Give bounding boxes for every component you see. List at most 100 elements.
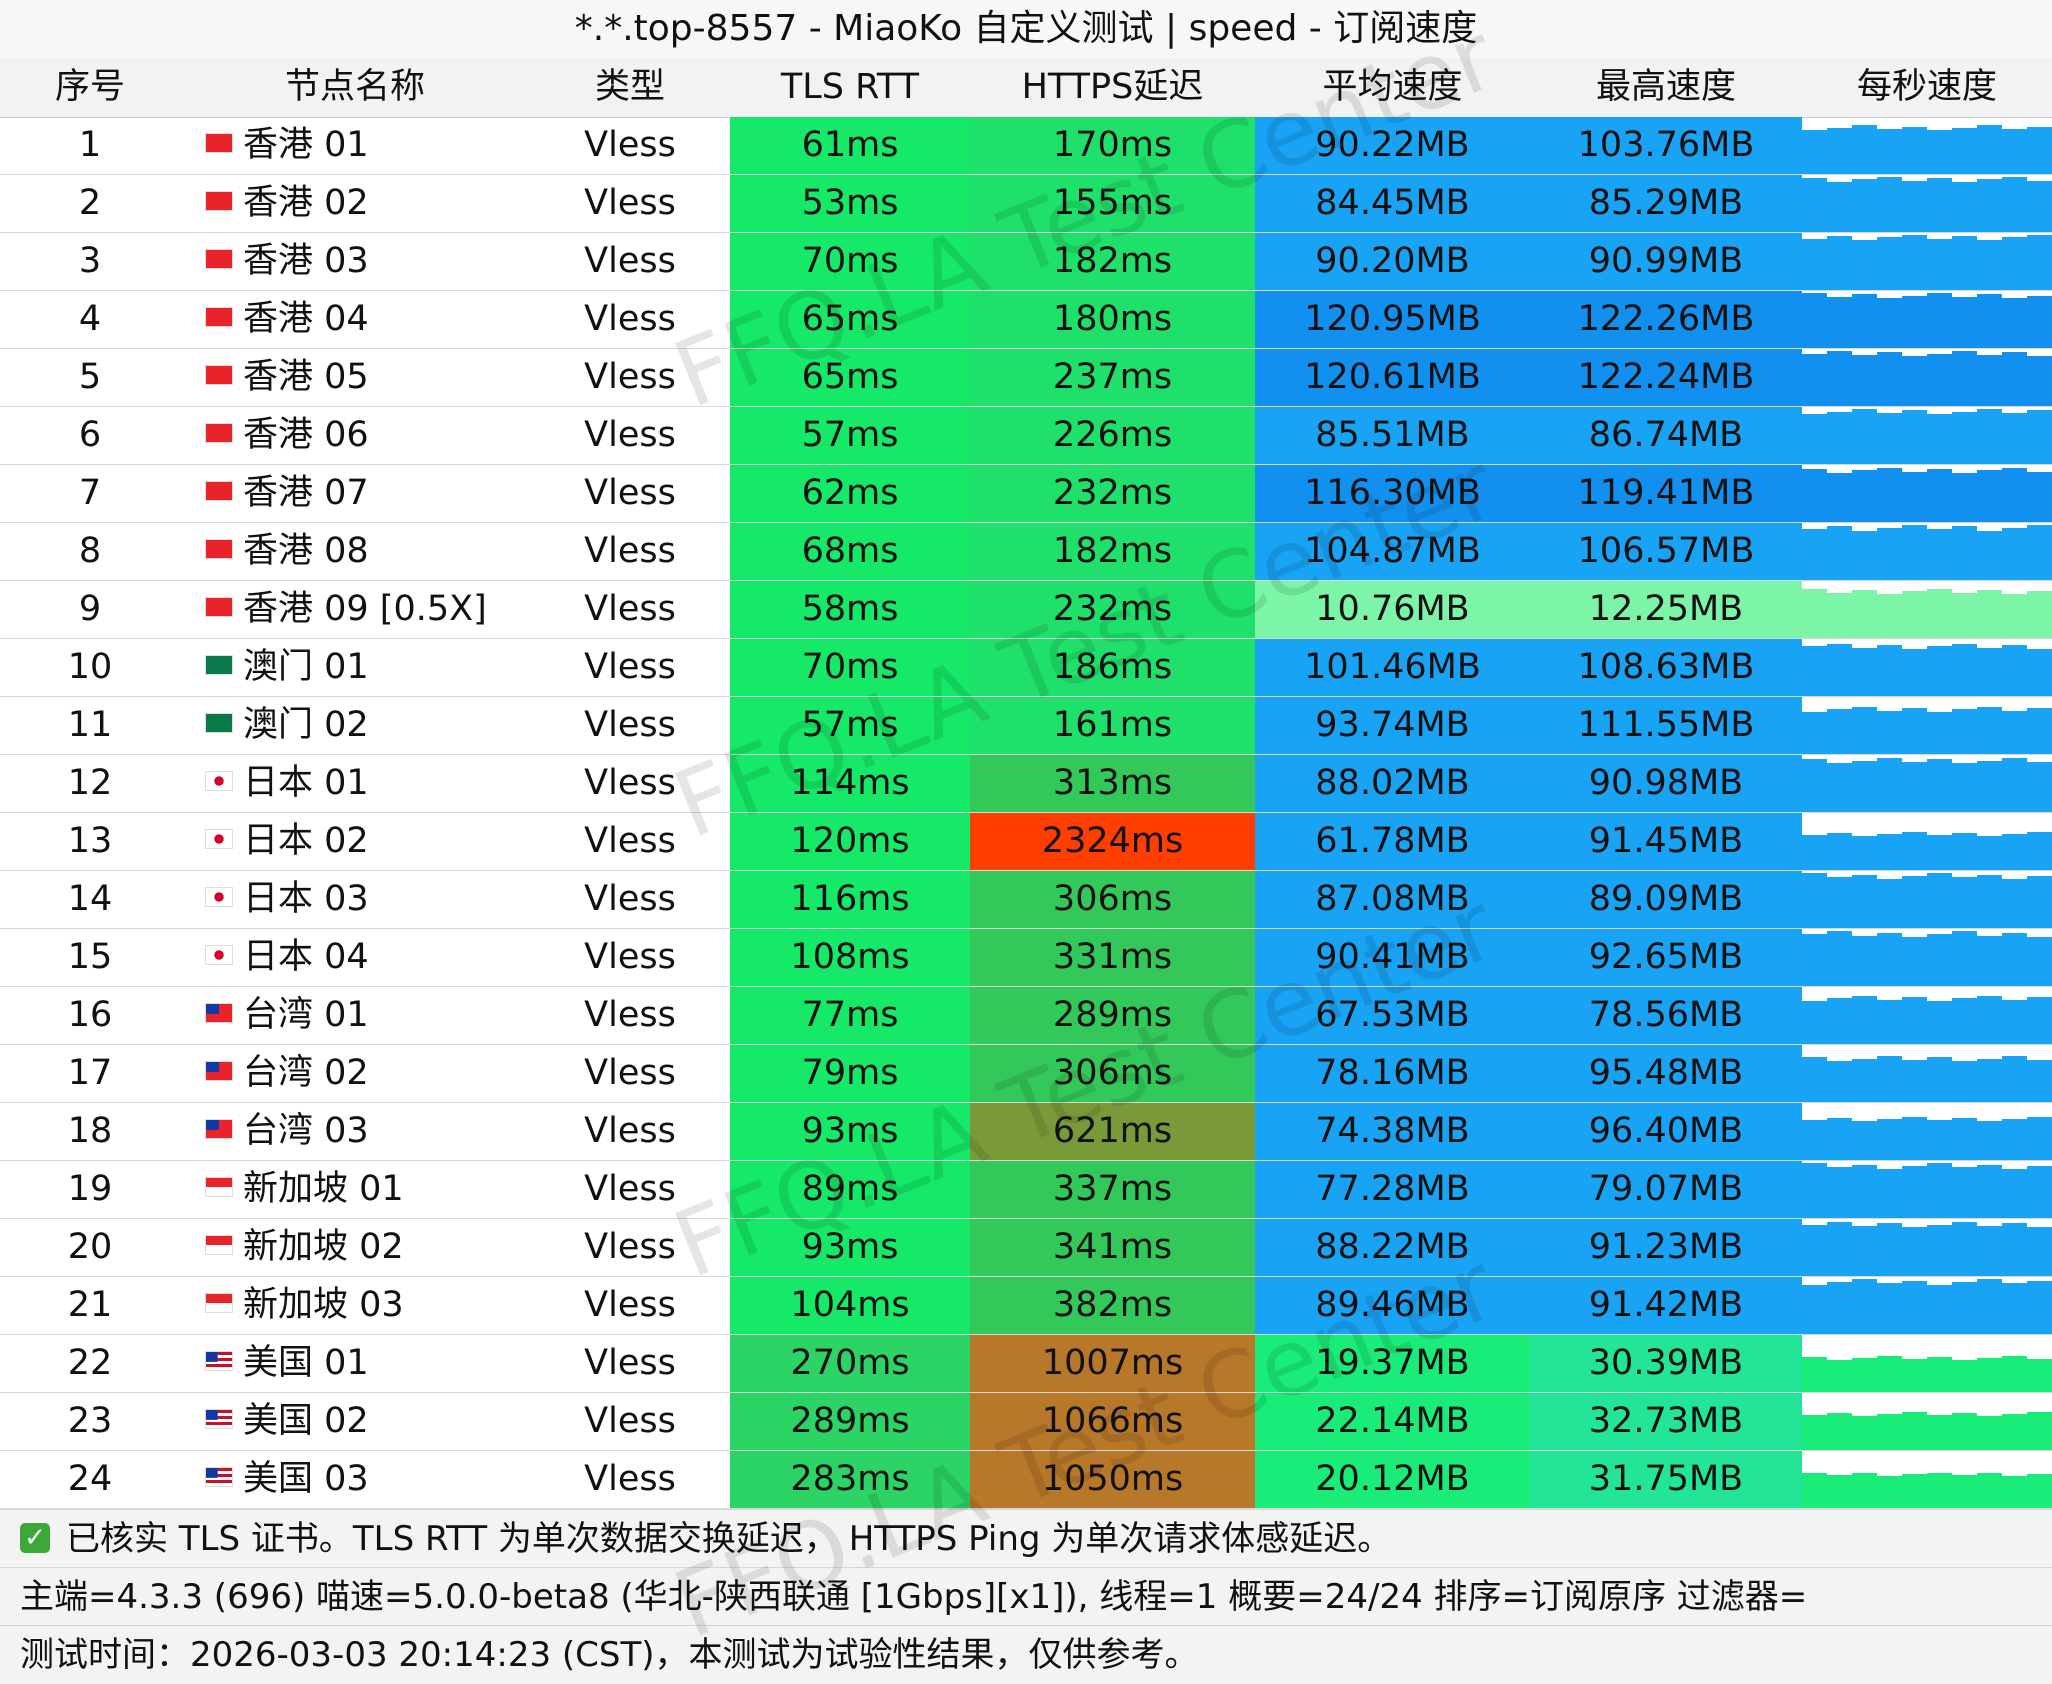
avg-speed: 89.46MB bbox=[1255, 1277, 1530, 1334]
table-row[interactable]: 6 香港 06 Vless 57ms 226ms 85.51MB 86.74MB bbox=[0, 407, 2052, 465]
row-number: 8 bbox=[78, 531, 102, 571]
max-speed: 122.26MB bbox=[1530, 291, 1802, 348]
speed-bar bbox=[1827, 1413, 1852, 1450]
node-type: Vless bbox=[584, 763, 676, 803]
table-row[interactable]: 2 香港 02 Vless 53ms 155ms 84.45MB 85.29MB bbox=[0, 175, 2052, 233]
table-row[interactable]: 23 美国 02 Vless 289ms 1066ms 22.14MB 32.73MB bbox=[0, 1393, 2052, 1451]
https-latency: 232ms bbox=[970, 465, 1255, 522]
speed-bar bbox=[2027, 708, 2052, 754]
row-number: 12 bbox=[67, 763, 113, 803]
table-row[interactable]: 14 日本 03 Vless 116ms 306ms 87.08MB 89.09MB bbox=[0, 871, 2052, 929]
row-number: 23 bbox=[67, 1401, 113, 1441]
table-row[interactable]: 4 香港 04 Vless 65ms 180ms 120.95MB 122.26MB bbox=[0, 291, 2052, 349]
speed-bar bbox=[1952, 1222, 1977, 1276]
speed-bar bbox=[1902, 127, 1927, 174]
speed-bar bbox=[1927, 354, 1952, 406]
speed-bar bbox=[1952, 236, 1977, 290]
avg-speed: 104.87MB bbox=[1255, 523, 1530, 580]
header-per-second[interactable]: 每秒速度 bbox=[1856, 67, 1997, 107]
speed-bar bbox=[1927, 414, 1952, 464]
table-row[interactable]: 21 新加坡 03 Vless 104ms 382ms 89.46MB 91.42MB bbox=[0, 1277, 2052, 1335]
table-row[interactable]: 10 澳门 01 Vless 70ms 186ms 101.46MB 108.63MB bbox=[0, 639, 2052, 697]
speed-bar bbox=[1827, 1061, 1852, 1102]
max-speed: 89.09MB bbox=[1530, 871, 1802, 928]
speed-bar bbox=[1852, 1121, 1877, 1160]
table-row[interactable]: 8 香港 08 Vless 68ms 182ms 104.87MB 106.57MB bbox=[0, 523, 2052, 581]
table-row[interactable]: 19 新加坡 01 Vless 89ms 337ms 77.28MB 79.07MB bbox=[0, 1161, 2052, 1219]
node-name-text: 香港 04 bbox=[243, 299, 369, 339]
speed-bar bbox=[1827, 763, 1852, 812]
header-tls-rtt[interactable]: TLS RTT bbox=[780, 67, 920, 107]
table-row[interactable]: 20 新加坡 02 Vless 93ms 341ms 88.22MB 91.23MB bbox=[0, 1219, 2052, 1277]
speed-bar bbox=[1977, 1226, 2002, 1276]
speed-bar bbox=[1927, 1473, 1952, 1508]
table-row[interactable]: 11 澳门 02 Vless 57ms 161ms 93.74MB 111.55MB bbox=[0, 697, 2052, 755]
speed-bar bbox=[2002, 879, 2027, 928]
row-number: 14 bbox=[67, 879, 113, 919]
table-row[interactable]: 18 台湾 03 Vless 93ms 621ms 74.38MB 96.40MB bbox=[0, 1103, 2052, 1161]
speed-bar bbox=[1852, 1059, 1877, 1102]
table-row[interactable]: 16 台湾 01 Vless 77ms 289ms 67.53MB 78.56MB bbox=[0, 987, 2052, 1045]
per-second-speed-bars bbox=[1802, 813, 2052, 870]
row-number: 18 bbox=[67, 1111, 113, 1151]
avg-speed: 90.20MB bbox=[1255, 233, 1530, 290]
table-row[interactable]: 9 香港 09 [0.5X] Vless 58ms 232ms 10.76MB 12.25M… bbox=[0, 581, 2052, 639]
node-name: 台湾 03 bbox=[180, 1103, 530, 1160]
per-second-speed-bars bbox=[1802, 1393, 2052, 1450]
speed-bar bbox=[1927, 1001, 1952, 1044]
speed-bar bbox=[1802, 239, 1827, 290]
header-name[interactable]: 节点名称 bbox=[284, 67, 425, 107]
avg-speed: 88.22MB bbox=[1255, 1219, 1530, 1276]
speed-bar bbox=[1852, 470, 1877, 522]
table-row[interactable]: 24 美国 03 Vless 283ms 1050ms 20.12MB 31.75MB bbox=[0, 1451, 2052, 1509]
node-name: 台湾 01 bbox=[180, 987, 530, 1044]
table-row[interactable]: 3 香港 03 Vless 70ms 182ms 90.20MB 90.99MB bbox=[0, 233, 2052, 291]
speed-bar bbox=[1927, 1357, 1952, 1392]
speed-bar bbox=[1927, 646, 1952, 696]
speed-bar bbox=[1952, 1061, 1977, 1102]
speed-bar bbox=[1827, 412, 1852, 464]
node-name: 美国 03 bbox=[180, 1451, 530, 1508]
speed-bar bbox=[1977, 1416, 2002, 1450]
table-row[interactable]: 22 美国 01 Vless 270ms 1007ms 19.37MB 30.39MB bbox=[0, 1335, 2052, 1393]
max-speed: 12.25MB bbox=[1530, 581, 1802, 638]
max-speed: 31.75MB bbox=[1530, 1451, 1802, 1508]
node-type: Vless bbox=[584, 299, 676, 339]
speed-bar bbox=[2027, 1227, 2052, 1276]
speed-bar bbox=[1952, 709, 1977, 754]
speed-bar bbox=[1827, 1282, 1852, 1334]
node-name-text: 香港 09 [0.5X] bbox=[243, 589, 487, 629]
node-name-text: 日本 03 bbox=[243, 879, 369, 919]
header-no[interactable]: 序号 bbox=[54, 67, 125, 107]
per-second-speed-bars bbox=[1802, 871, 2052, 928]
table-row[interactable]: 5 香港 05 Vless 65ms 237ms 120.61MB 122.24MB bbox=[0, 349, 2052, 407]
speed-bar bbox=[1902, 1412, 1927, 1450]
table-row[interactable]: 1 香港 01 Vless 61ms 170ms 90.22MB 103.76MB bbox=[0, 117, 2052, 175]
row-number: 15 bbox=[67, 937, 113, 977]
header-https[interactable]: HTTPS延迟 bbox=[1021, 67, 1204, 107]
speed-bar bbox=[2027, 1474, 2052, 1508]
table-row[interactable]: 17 台湾 02 Vless 79ms 306ms 78.16MB 95.48MB bbox=[0, 1045, 2052, 1103]
speed-bar bbox=[1927, 1415, 1952, 1450]
table-row[interactable]: 12 日本 01 Vless 114ms 313ms 88.02MB 90.98MB bbox=[0, 755, 2052, 813]
avg-speed: 87.08MB bbox=[1255, 871, 1530, 928]
speed-bar bbox=[1827, 1167, 1852, 1218]
tw-flag-icon bbox=[205, 1003, 233, 1023]
row-number: 7 bbox=[78, 473, 102, 513]
table-row[interactable]: 13 日本 02 Vless 120ms 2324ms 61.78MB 91.45MB bbox=[0, 813, 2052, 871]
https-latency: 155ms bbox=[970, 175, 1255, 232]
speed-bar bbox=[1827, 593, 1852, 638]
speed-bar bbox=[1977, 761, 2002, 812]
speed-bar bbox=[1802, 759, 1827, 812]
table-row[interactable]: 7 香港 07 Vless 62ms 232ms 116.30MB 119.41MB bbox=[0, 465, 2052, 523]
per-second-speed-bars bbox=[1802, 117, 2052, 174]
header-max-speed[interactable]: 最高速度 bbox=[1595, 67, 1736, 107]
hk-flag-icon bbox=[205, 423, 233, 443]
speed-bar bbox=[1802, 1285, 1827, 1334]
speed-bar bbox=[1927, 934, 1952, 986]
table-row[interactable]: 15 日本 04 Vless 108ms 331ms 90.41MB 92.65MB bbox=[0, 929, 2052, 987]
speed-bar bbox=[1852, 355, 1877, 406]
max-speed: 30.39MB bbox=[1530, 1335, 1802, 1392]
header-avg-speed[interactable]: 平均速度 bbox=[1322, 67, 1463, 107]
header-type[interactable]: 类型 bbox=[594, 67, 665, 107]
